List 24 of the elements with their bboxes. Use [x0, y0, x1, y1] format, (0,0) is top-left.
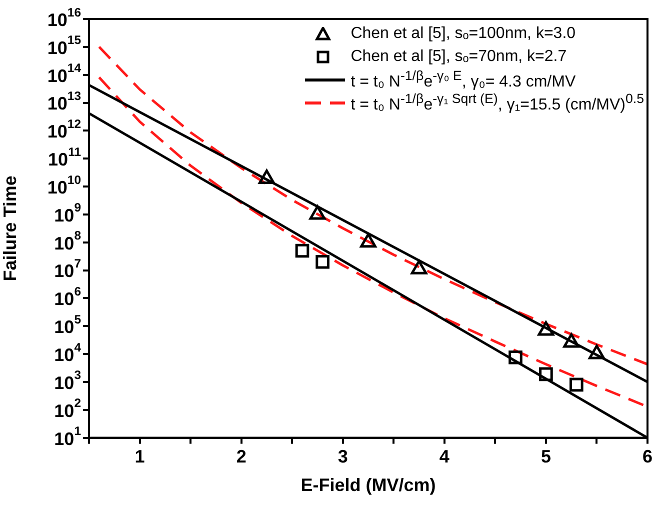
point	[258, 169, 275, 184]
x-tick-label: 1	[134, 446, 145, 467]
line-series	[98, 46, 648, 366]
y-axis-title: Failure Time	[0, 176, 20, 282]
x-tick-label: 2	[236, 446, 246, 467]
point	[410, 260, 428, 274]
point	[563, 333, 580, 348]
point	[316, 254, 330, 269]
point	[539, 367, 553, 382]
x-tick-label: 5	[540, 446, 551, 467]
point	[508, 350, 522, 364]
point	[309, 205, 326, 220]
x-axis-title: E-Field (MV/cm)	[300, 475, 436, 496]
point	[360, 233, 376, 248]
point	[538, 321, 554, 336]
point	[588, 344, 605, 360]
x-tick-label: 4	[439, 446, 450, 467]
legend-label: Chen et al [5], sₒ=100nm, k=3.0	[350, 24, 576, 42]
legend-label: t = t₀ N$^{-1/β}$e$^{-γ₀ E}$, γ₀= 4.3 cm/MV	[350, 68, 576, 92]
x-tick-label: 6	[642, 446, 653, 467]
point	[570, 378, 584, 392]
legend-label: t = t₀ N$^{-1/β}$e$^{-γ₁ Sqrt (E)}$, γ₁=15.5 (cm/MV)$^{0.5}$	[350, 90, 644, 114]
x-tick-label: 3	[338, 446, 348, 467]
legend-label: Chen et al [5], sₒ=70nm, k=2.7	[350, 48, 567, 66]
